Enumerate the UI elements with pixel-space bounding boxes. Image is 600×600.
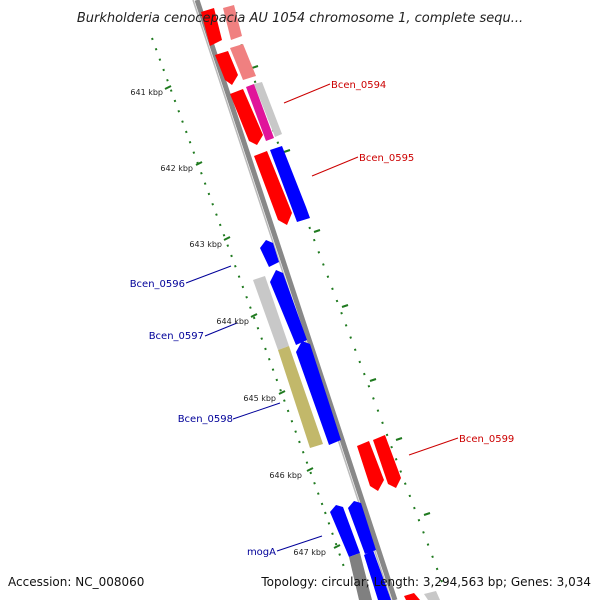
gene-feature[interactable] — [349, 553, 372, 600]
gene-feature[interactable] — [253, 276, 289, 350]
gene-feature[interactable] — [246, 84, 274, 141]
gene-feature[interactable] — [254, 82, 282, 137]
gene-feature[interactable] — [230, 44, 256, 80]
gene-feature[interactable] — [254, 151, 292, 225]
gene-feature[interactable] — [296, 341, 341, 445]
gene-feature[interactable] — [330, 505, 360, 557]
gene-label-bcen-0594[interactable]: Bcen_0594 — [331, 80, 386, 91]
gene-feature[interactable] — [270, 270, 307, 345]
scale-labels: 641 kbp 642 kbp 643 kbp 644 kbp 645 kbp … — [130, 88, 326, 557]
gene-label-bcen-0596[interactable]: Bcen_0596 — [130, 279, 185, 290]
gene-feature[interactable] — [201, 8, 222, 46]
scale-label-645: 645 kbp — [243, 394, 276, 403]
gene-label-moga[interactable]: mogA — [247, 547, 276, 558]
gene-label-bcen-0595[interactable]: Bcen_0595 — [359, 153, 414, 164]
gene-feature[interactable] — [357, 441, 384, 491]
scale-ticks-right — [231, 19, 446, 591]
gene-feature[interactable] — [278, 346, 323, 448]
gene-labels: Bcen_0594 Bcen_0595 Bcen_0599 Bcen_0596 … — [130, 80, 515, 558]
gene-feature[interactable] — [424, 591, 440, 600]
gene-feature[interactable] — [223, 5, 242, 40]
gene-label-bcen-0598[interactable]: Bcen_0598 — [178, 414, 233, 425]
gene-feature[interactable] — [364, 550, 391, 600]
gene-label-bcen-0599[interactable]: Bcen_0599 — [459, 434, 514, 445]
gene-feature[interactable] — [230, 89, 263, 145]
gene-feature[interactable] — [270, 146, 310, 222]
gene-feature[interactable] — [348, 501, 376, 554]
map-title: Burkholderia cenocepacia AU 1054 chromos… — [77, 11, 523, 26]
major-ticks — [164, 65, 431, 549]
accession-text: Accession: NC_008060 — [8, 575, 144, 589]
scale-label-646: 646 kbp — [269, 471, 302, 480]
gene-feature[interactable] — [215, 51, 238, 85]
gene-feature[interactable] — [260, 240, 279, 267]
scale-label-642: 642 kbp — [160, 164, 193, 173]
feature-track — [201, 5, 440, 600]
scale-label-643: 643 kbp — [189, 240, 222, 249]
gene-feature[interactable] — [404, 593, 420, 600]
scale-label-641: 641 kbp — [130, 88, 163, 97]
gene-label-bcen-0597[interactable]: Bcen_0597 — [149, 331, 204, 342]
summary-text: Topology: circular; Length: 3,294,563 bp… — [260, 575, 591, 589]
label-leaders — [185, 83, 459, 552]
scale-label-647: 647 kbp — [293, 548, 326, 557]
gene-feature[interactable] — [373, 435, 401, 488]
scale-label-644: 644 kbp — [216, 317, 249, 326]
